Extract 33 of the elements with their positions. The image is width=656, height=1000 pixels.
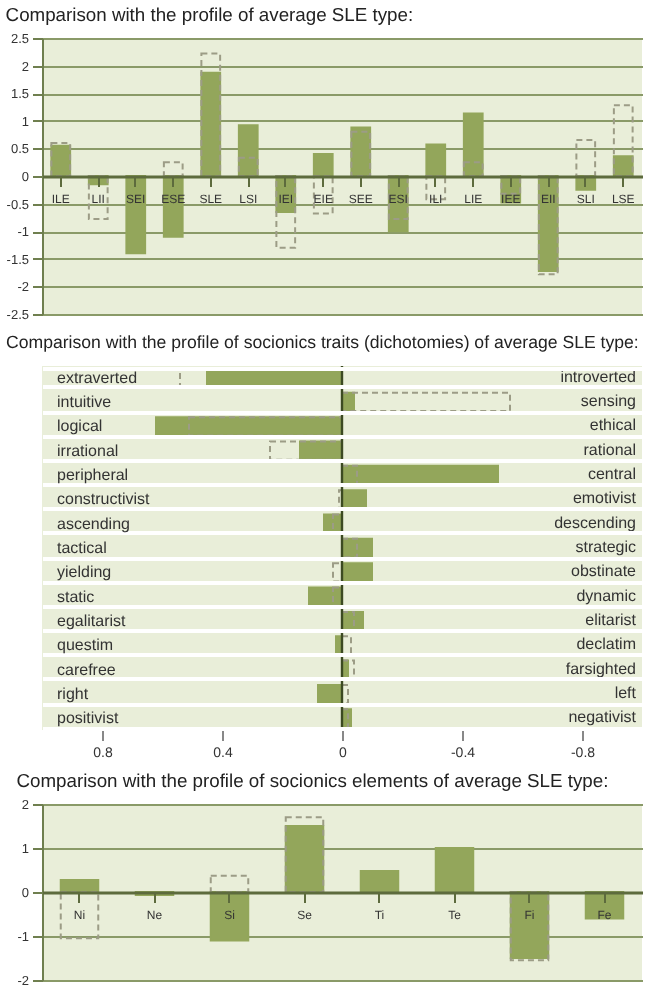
- y-tick-label: peripheral: [57, 465, 129, 484]
- y2-tick-label: elitarist: [585, 611, 638, 630]
- y-tick-label: positivist: [57, 709, 120, 728]
- chart-title: Comparison with the profile of socionics traits (dichotomies) of average SLE type:: [6, 332, 639, 353]
- y2-tick-label: central: [587, 464, 637, 483]
- y-tick-label: yielding: [57, 563, 112, 582]
- y2-tick-label: obstinate: [571, 562, 638, 581]
- y2-tick-label: dynamic: [576, 586, 636, 605]
- y-tick-label: static: [57, 587, 95, 606]
- y-tick-label: logical: [57, 417, 103, 436]
- chart-title: Comparison with the profile of socionics elements of average SLE type:: [16, 769, 609, 792]
- y2-tick-label: introverted: [560, 367, 636, 386]
- y-tick-label: carefree: [57, 660, 117, 679]
- y2-tick-label: declatim: [576, 635, 637, 654]
- y2-tick-label: sensing: [580, 391, 636, 410]
- y-tick-label: questim: [57, 636, 114, 655]
- y-tick-label: ascending: [57, 514, 130, 533]
- y2-tick-label: rational: [583, 440, 637, 459]
- y-tick-label: irrational: [57, 441, 119, 460]
- y2-tick-label: emotivist: [572, 489, 638, 508]
- y-tick-label: tactical: [57, 539, 108, 557]
- y2-tick-label: ethical: [589, 416, 637, 435]
- y-tick-label: extraverted: [57, 368, 138, 387]
- chart-title: Comparison with the profile of average SLE type:: [5, 3, 414, 26]
- y-tick-label: egalitarist: [57, 612, 128, 631]
- y2-tick-label: strategic: [575, 538, 636, 556]
- y-tick-label: right: [57, 685, 90, 704]
- y2-tick-label: descending: [554, 513, 636, 532]
- y2-tick-label: left: [614, 684, 638, 703]
- y2-tick-label: farsighted: [565, 659, 636, 678]
- y-tick-label: constructivist: [57, 490, 152, 509]
- y2-tick-label: negativist: [568, 708, 638, 727]
- y-tick-label: intuitive: [57, 392, 113, 411]
